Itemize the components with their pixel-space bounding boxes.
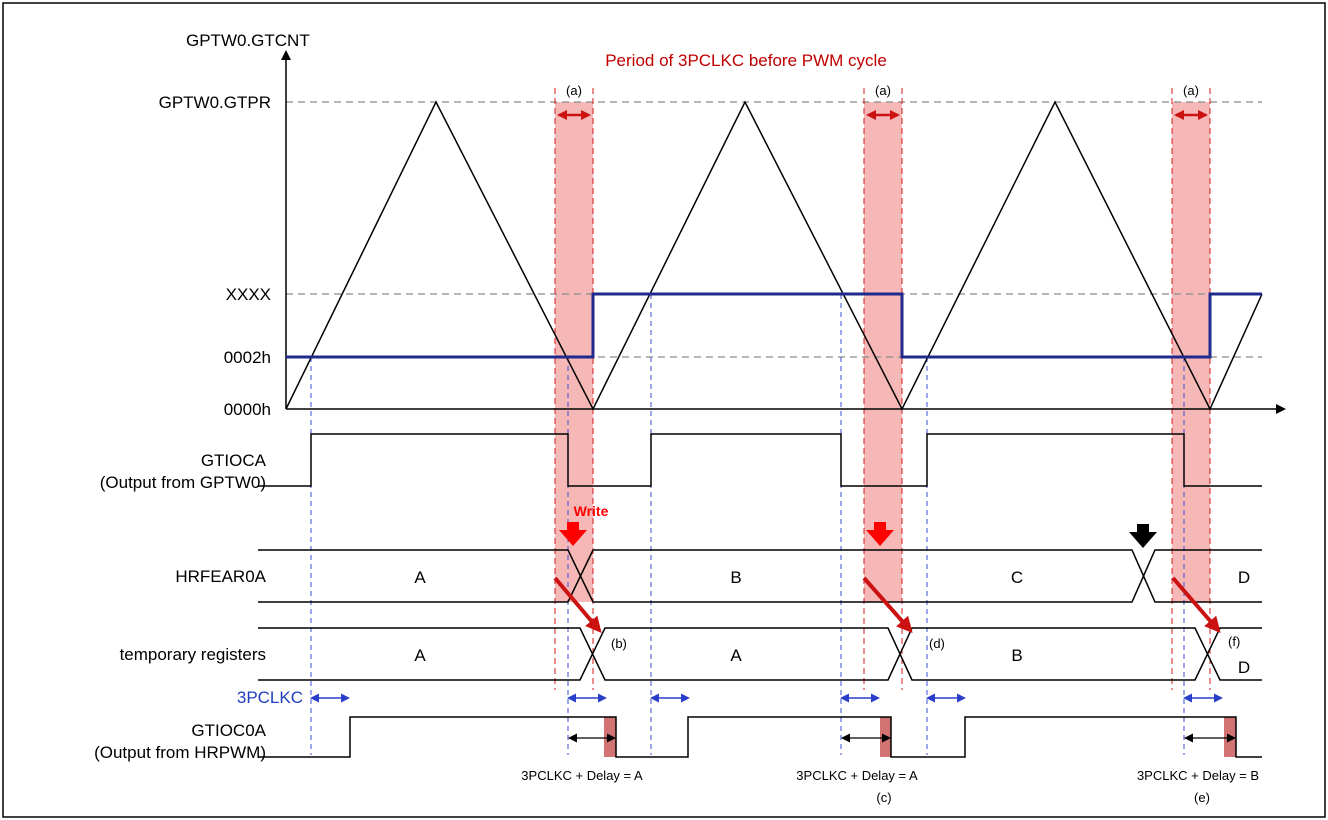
delay-pulse xyxy=(880,717,891,757)
counter-waveform xyxy=(285,100,1263,411)
temp-bus xyxy=(258,627,1262,681)
marker-c: (c) xyxy=(876,790,891,805)
window-bounds xyxy=(554,88,1211,690)
threshold-waveform xyxy=(286,292,1262,359)
y-level-xxxx: XXXX xyxy=(226,285,271,304)
y-level-0002h: 0002h xyxy=(224,348,271,367)
axis-title: GPTW0.GTCNT xyxy=(186,31,310,50)
highlight-window xyxy=(864,102,902,602)
period-note: Period of 3PCLKC before PWM cycle xyxy=(605,51,887,70)
level-guides xyxy=(286,101,1262,358)
temp-name: temporary registers xyxy=(120,645,266,664)
hrfear-bus xyxy=(258,549,1262,603)
gtioc0a-name: GTIOC0A xyxy=(191,721,266,740)
window-mark: (a) xyxy=(1183,83,1199,98)
write-arrow xyxy=(866,522,894,546)
delay-pulse xyxy=(1224,717,1236,757)
gtioca-sub: (Output from GPTW0) xyxy=(100,473,266,492)
delay-pulse xyxy=(604,717,616,757)
transfer-arrow xyxy=(553,576,602,634)
marker-e: (e) xyxy=(1194,790,1210,805)
event-lines xyxy=(310,294,1185,755)
marker-f: (f) xyxy=(1228,634,1240,649)
transfer-arrows xyxy=(553,576,1221,634)
temp-value: B xyxy=(1011,646,1022,665)
hrfear-value: C xyxy=(1011,568,1023,587)
gtioc0a-waveform xyxy=(258,716,1262,758)
temp-value: A xyxy=(730,646,742,665)
transfer-arrow xyxy=(862,576,913,633)
marker-b: (b) xyxy=(611,636,627,651)
hrfear-value: D xyxy=(1238,568,1250,587)
window-mark: (a) xyxy=(566,83,582,98)
delay-note: 3PCLKC + Delay = A xyxy=(521,768,643,783)
write-arrow-black xyxy=(1129,524,1157,548)
marker-d: (d) xyxy=(929,636,945,651)
window-mark: (a) xyxy=(875,83,891,98)
temp-bus-line xyxy=(258,627,1262,681)
hrfear-bus-line xyxy=(258,549,1262,603)
gtioca-waveform xyxy=(258,433,1262,487)
delay-note: 3PCLKC + Delay = A xyxy=(796,768,918,783)
highlight-windows xyxy=(555,102,1210,602)
transfer-arrow xyxy=(1171,576,1221,634)
hrfear-value: B xyxy=(730,568,741,587)
pclkc-label: 3PCLKC xyxy=(237,688,303,707)
temp-value: A xyxy=(414,646,426,665)
gtioc0a-sub: (Output from HRPWM) xyxy=(94,743,266,762)
temp-value: D xyxy=(1238,658,1250,677)
y-level-0000h: 0000h xyxy=(224,400,271,419)
y-level-gtpr: GPTW0.GTPR xyxy=(159,93,271,112)
highlight-window xyxy=(555,102,593,602)
hrfear-bus-line xyxy=(258,549,1262,603)
temp-bus-line xyxy=(258,627,1262,681)
hrfear-value: A xyxy=(414,568,426,587)
delay-note: 3PCLKC + Delay = B xyxy=(1137,768,1259,783)
highlight-window xyxy=(1172,102,1210,602)
gtioca-name: GTIOCA xyxy=(201,451,267,470)
hrfear-name: HRFEAR0A xyxy=(175,567,266,586)
write-label: Write xyxy=(574,503,609,519)
write-arrow xyxy=(559,522,587,546)
